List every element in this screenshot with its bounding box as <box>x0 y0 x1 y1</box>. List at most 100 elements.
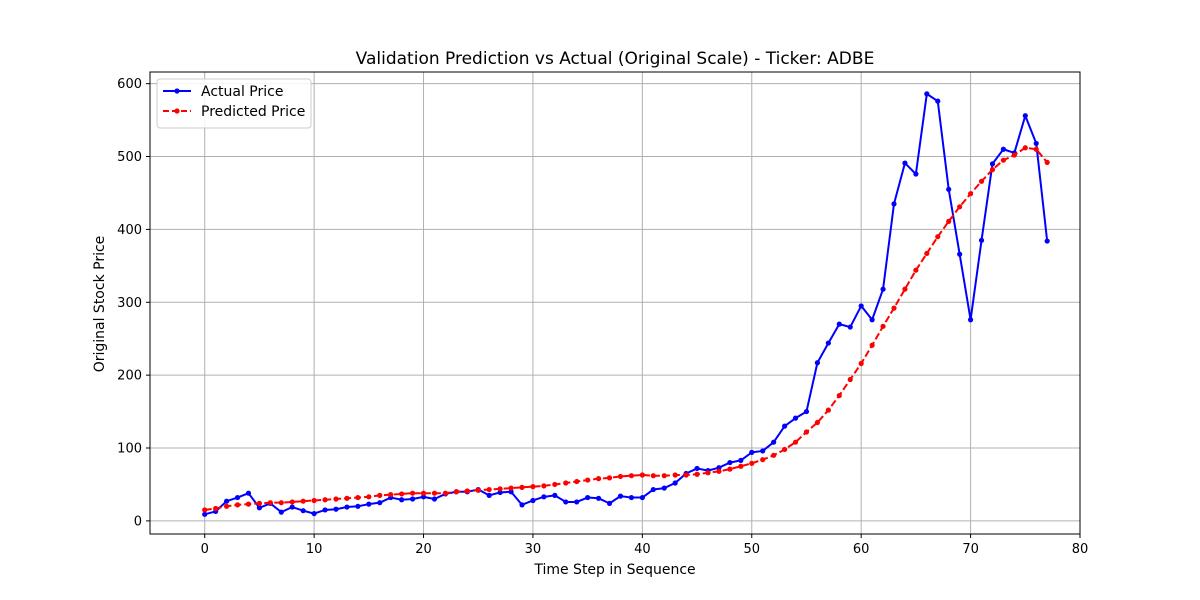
actual-price-point <box>486 492 492 498</box>
actual-price-point <box>760 448 766 454</box>
plot-frame <box>149 71 1081 535</box>
series-layer <box>202 91 1050 517</box>
actual-price-point <box>924 91 930 97</box>
actual-price-point <box>803 408 810 415</box>
actual-price-point <box>585 494 591 501</box>
actual-price-point <box>234 494 241 501</box>
predicted-price-point <box>366 494 372 500</box>
predicted-price-point <box>574 478 580 485</box>
y-axis-label: Original Stock Price <box>92 236 108 373</box>
actual-price-point <box>541 494 547 500</box>
actual-price-point <box>606 500 613 506</box>
actual-price-point <box>869 317 875 323</box>
predicted-price-point <box>223 503 230 509</box>
legend-actual-marker <box>174 88 180 94</box>
predicted-price-point <box>902 286 908 292</box>
actual-price-point <box>716 465 722 471</box>
actual-price-point <box>344 504 350 510</box>
legend-predicted-label: Predicted Price <box>201 104 305 120</box>
predicted-price-point <box>847 376 853 383</box>
predicted-price-point <box>519 484 525 490</box>
predicted-price-point <box>234 502 241 508</box>
actual-price-point <box>880 286 886 292</box>
predicted-price-point <box>442 490 449 496</box>
chart-title: Validation Prediction vs Actual (Origina… <box>356 49 875 69</box>
actual-price-point <box>639 494 645 501</box>
y-tick-label: 300 <box>117 296 142 311</box>
actual-price-point <box>661 485 667 491</box>
predicted-price-point <box>508 485 514 491</box>
actual-price-point <box>771 439 777 445</box>
predicted-price-point <box>497 486 503 492</box>
predicted-price-point <box>683 472 689 478</box>
predicted-price-point <box>869 342 875 348</box>
actual-price-point <box>935 98 941 104</box>
predicted-price-point <box>530 484 536 490</box>
y-tick-label: 500 <box>117 150 142 165</box>
actual-price-point <box>420 494 427 500</box>
predicted-price-point <box>825 407 831 413</box>
predicted-price-point <box>202 507 208 513</box>
predicted-price-point <box>672 472 678 478</box>
predicted-price-point <box>344 495 350 501</box>
predicted-price-point <box>278 500 284 506</box>
predicted-price-point <box>322 497 328 503</box>
predicted-price-point <box>453 489 459 495</box>
predicted-price-point <box>552 481 558 488</box>
actual-price-point <box>814 360 821 366</box>
y-tick-label: 100 <box>117 442 142 457</box>
x-axis-ticks: 0 10 20 30 40 50 60 70 80 <box>201 534 1089 557</box>
predicted-price-point <box>595 476 602 482</box>
predicted-price-point <box>377 492 383 498</box>
predicted-price-point <box>409 490 416 496</box>
actual-price-point <box>1044 238 1050 244</box>
actual-price-point <box>322 507 328 513</box>
predicted-price-point <box>563 480 569 486</box>
predicted-price-point <box>858 360 864 367</box>
actual-price-point <box>563 499 569 505</box>
actual-price-point <box>202 511 208 517</box>
predicted-price-point <box>781 446 788 453</box>
actual-price-point <box>967 317 974 323</box>
predicted-price-point <box>300 498 306 504</box>
actual-price-point <box>792 415 799 421</box>
legend-actual-label: Actual Price <box>201 84 283 100</box>
legend-predicted-marker <box>174 108 180 114</box>
predicted-price-point <box>716 468 722 474</box>
predicted-price-point <box>935 234 941 240</box>
actual-price-point <box>628 494 635 501</box>
actual-price-point <box>989 161 996 167</box>
x-tick-label: 50 <box>743 542 760 557</box>
predicted-price-point <box>760 457 766 463</box>
predicted-price-point <box>924 250 930 257</box>
predicted-price-point <box>289 499 295 505</box>
actual-price-point <box>617 493 624 499</box>
actual-price-point <box>650 486 656 493</box>
predicted-price-point <box>628 473 635 479</box>
actual-price-point <box>377 500 383 506</box>
predicted-price-point <box>694 471 700 477</box>
predicted-price-point <box>836 392 842 399</box>
predicted-price-point <box>486 486 492 493</box>
predicted-price-point <box>617 473 624 480</box>
predicted-price-point <box>792 439 799 445</box>
x-axis-label: Time Step in Sequence <box>533 562 695 578</box>
predicted-price-point <box>213 505 219 512</box>
predicted-price-point <box>267 500 273 506</box>
actual-price-point <box>519 502 525 508</box>
actual-price-point <box>957 251 963 257</box>
actual-price-point <box>552 492 558 498</box>
predicted-price-point <box>585 477 591 483</box>
predicted-price-point <box>245 501 252 507</box>
y-axis-ticks: 0 100 200 300 400 500 600 <box>117 77 150 529</box>
predicted-price-point <box>355 494 361 501</box>
predicted-price-point <box>705 470 711 476</box>
actual-price-point <box>749 449 755 455</box>
x-tick-label: 80 <box>1072 542 1089 557</box>
actual-price-point <box>1033 140 1039 147</box>
actual-price-point <box>595 495 602 501</box>
y-tick-label: 600 <box>117 77 142 92</box>
actual-price-point <box>694 465 700 472</box>
x-tick-label: 30 <box>525 542 542 557</box>
